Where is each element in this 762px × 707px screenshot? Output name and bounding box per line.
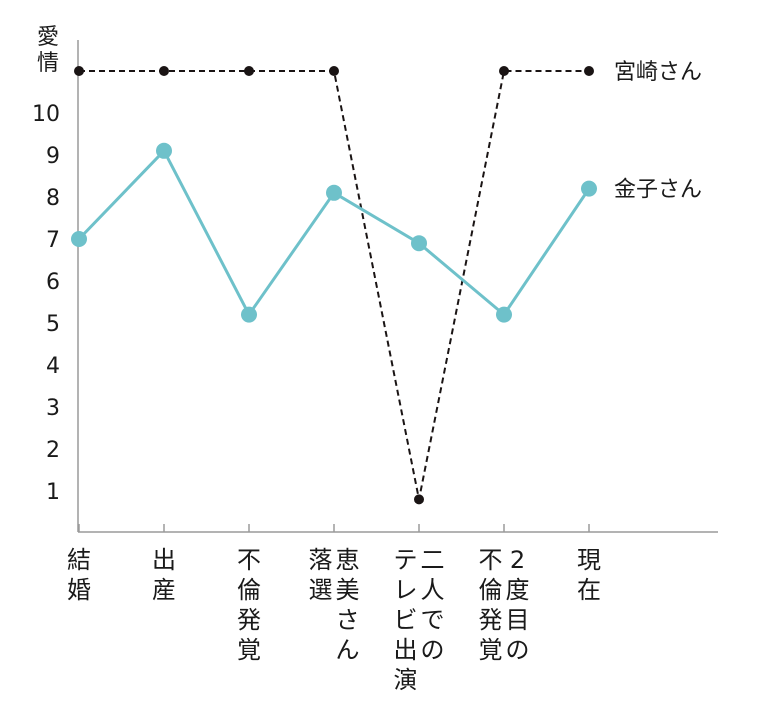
x-tick-label-3-1: 恵美さん <box>336 546 360 664</box>
x-tick-label-0-0: 結婚 <box>67 546 91 604</box>
y-tick-labels: 1 2 3 4 5 6 7 8 9 10 <box>32 102 60 505</box>
y-tick-label-3: 3 <box>46 396 60 421</box>
x-tick-label-3-0: 落選 <box>309 546 333 604</box>
series-layer <box>71 66 597 505</box>
series-0-point-6 <box>584 66 594 76</box>
y-tick-label-2: 2 <box>46 438 60 463</box>
series-1-point-1 <box>156 142 172 159</box>
y-tick-label-9: 9 <box>46 144 60 169</box>
series-0-point-3 <box>329 66 339 76</box>
y-axis-title: 愛情 <box>37 25 59 76</box>
y-tick-label-1: 1 <box>46 480 60 505</box>
series-0-point-5 <box>499 66 509 76</box>
series-0 <box>74 66 594 505</box>
y-tick-label-10: 10 <box>32 102 60 127</box>
series-0-line <box>79 70 589 501</box>
y-tick-label-6: 6 <box>46 270 60 295</box>
series-0-point-1 <box>159 66 169 76</box>
series-1-line <box>77 149 591 317</box>
y-tick-label-4: 4 <box>46 354 60 379</box>
y-tick-label-7: 7 <box>46 228 60 253</box>
series-1-point-5 <box>496 306 512 323</box>
series-1-point-6 <box>581 180 597 197</box>
series-1-point-4 <box>411 235 427 252</box>
series-1 <box>71 142 597 323</box>
legend-label-0: 宮崎さん <box>614 60 702 85</box>
x-tick-label-4-1: 二人での <box>421 546 445 664</box>
series-0-point-2 <box>244 66 254 76</box>
y-tick-label-8: 8 <box>46 186 60 211</box>
x-tick-label-6-0: 現在 <box>577 546 601 604</box>
x-tick-label-4-0: テレビ出演 <box>394 546 418 694</box>
x-tick-label-5-1: 2 度目の <box>506 546 530 664</box>
series-1-point-3 <box>326 184 342 201</box>
x-tick-label-1-0: 出産 <box>152 546 176 604</box>
legend-label-1: 金子さん <box>614 178 702 203</box>
x-tick-label-5-0: 不倫発覚 <box>479 546 503 664</box>
x-tick-marks <box>78 524 590 532</box>
series-0-point-4 <box>414 494 424 505</box>
series-0-point-0 <box>74 66 84 76</box>
series-1-point-2 <box>241 306 257 323</box>
y-tick-label-5: 5 <box>46 312 60 337</box>
x-tick-label-2-0: 不倫発覚 <box>237 546 261 664</box>
series-1-point-0 <box>71 231 87 247</box>
